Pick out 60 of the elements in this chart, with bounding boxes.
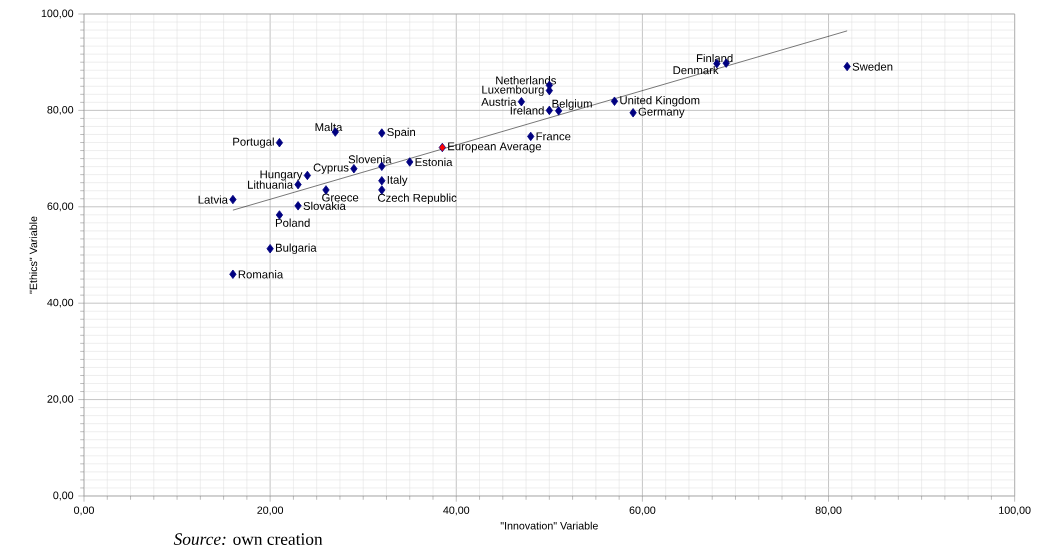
x-axis-title: "Innovation" Variable [500,521,598,530]
point [303,170,311,181]
point [378,176,386,186]
point [229,269,237,279]
annotation: Latvia [198,195,228,204]
point [843,61,851,72]
annotation: Belgium [552,99,592,110]
point [294,201,302,211]
y-tick-label: 60,00 [47,202,74,212]
y-axis-title: "Ethics" Variable [29,216,38,294]
x-tick-label: 100,00 [999,506,1031,516]
point [527,131,535,142]
annotation: Lithuania [248,180,294,189]
annotation: Denmark [673,65,719,75]
y-tick-label: 40,00 [47,298,74,308]
annotation: Netherlands [496,76,556,85]
point [378,128,386,138]
annotation: Spain [387,127,415,139]
annotation: United Kingdom [620,95,700,107]
annotation: Portugal [233,137,274,148]
point [629,108,637,118]
annotation: France [536,132,571,141]
annotation: Bulgaria [276,243,317,254]
x-tick-label: 0,00 [74,506,94,516]
x-tick-label: 20,00 [257,506,284,516]
annotation: Slovakia [303,201,346,210]
annotation: Austria [481,97,517,106]
point [229,194,237,205]
x-tick-label: 60,00 [629,506,656,516]
point [275,138,284,148]
annotation: Czech Republic [378,193,457,205]
annotation: Poland [275,218,310,227]
y-tick-label: 20,00 [47,395,74,404]
point [545,105,553,116]
x-tick-label: 80,00 [815,506,842,516]
annotation: Romania [238,270,284,279]
text: Source: own creation [173,533,323,546]
annotation: Estonia [415,157,453,167]
point [610,96,619,106]
y-tick-label: 0,00 [53,491,74,501]
annotation: Ireland [510,106,544,115]
point [350,164,358,174]
annotation: Slovenia [348,155,392,164]
annotation: Finland [696,53,733,63]
annotation: Luxembourg [482,85,544,96]
annotation: Hungary [260,170,303,181]
annotation: European Average [448,142,542,153]
annotation: Greece [322,193,359,202]
annotation: Italy [387,175,408,187]
x-tick-label: 40,00 [443,506,470,516]
point [517,97,526,107]
point [438,142,446,153]
annotation: Cyprus [313,163,349,174]
annotation: Germany [638,107,685,118]
annotation: Sweden [852,62,893,71]
point [266,244,274,254]
y-tick-label: 100,00 [41,9,74,19]
annotation: Malta [315,122,343,132]
point [406,157,414,167]
y-tick-label: 80,00 [47,105,74,115]
